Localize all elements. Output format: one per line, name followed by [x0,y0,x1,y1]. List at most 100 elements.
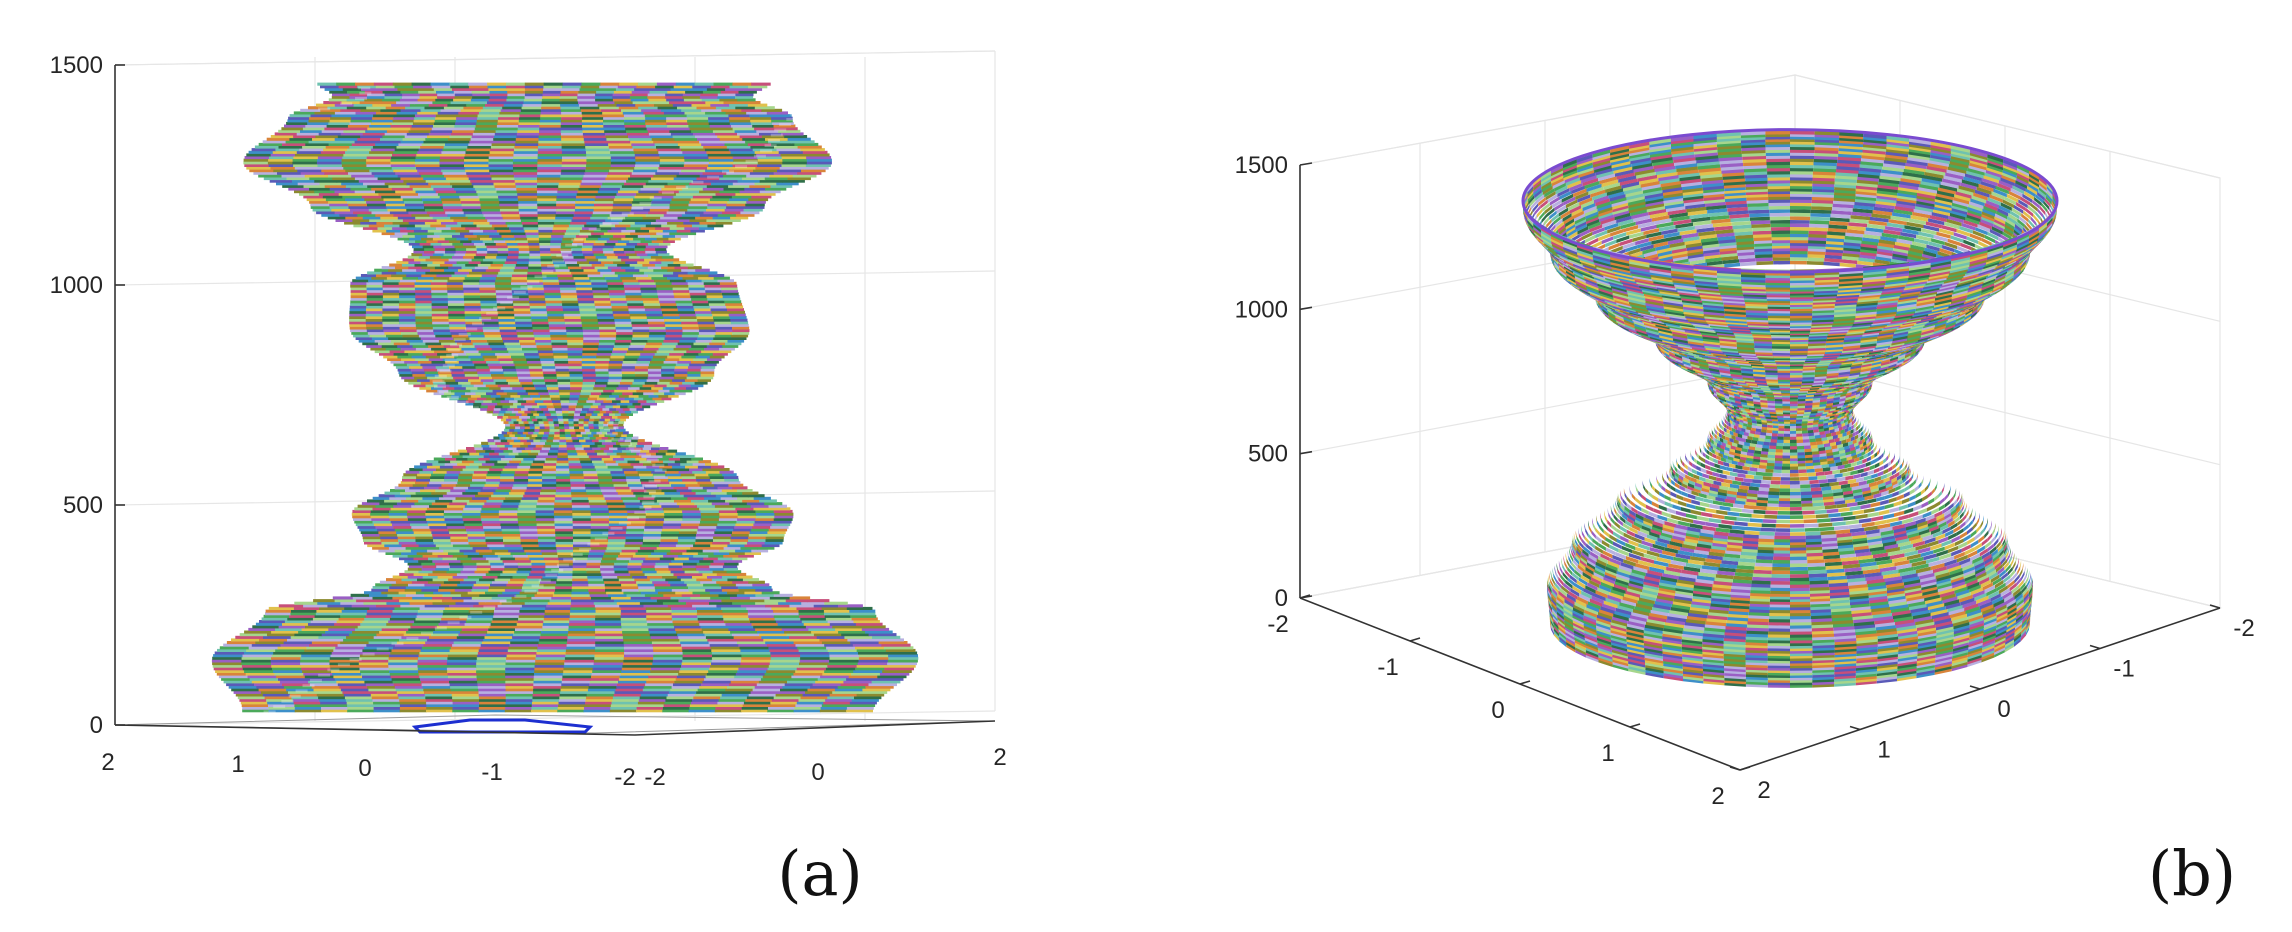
surface-patch [388,659,419,663]
surface-patch [822,672,852,676]
surface-patch [676,675,707,679]
surface-patch [537,174,561,178]
surface-patch [741,656,772,660]
surface-patch [688,365,702,369]
surface-patch [438,460,451,464]
surface-patch [498,509,518,513]
surface-patch [666,384,680,388]
surface-patch [504,544,523,548]
surface-patch [885,664,916,668]
surface-patch [425,355,441,359]
surface-patch [421,683,451,687]
surface-patch [547,389,560,393]
surface-patch [648,365,663,369]
surface-patch [500,399,510,403]
surface-patch [611,475,627,479]
surface-patch [539,423,545,427]
surface-patch [857,662,888,666]
surface-patch [524,352,540,356]
surface-patch [536,502,555,506]
surface-patch [261,617,288,621]
surface-patch [503,499,522,503]
surface-patch [793,641,823,645]
surface-patch [646,399,656,403]
surface-patch [422,554,439,558]
surface-patch [352,596,374,600]
surface-patch [545,606,571,610]
surface-patch [654,549,671,553]
surface-patch [556,483,572,487]
surface-patch [477,386,490,390]
surface-patch [392,523,411,527]
surface-patch [746,174,770,178]
surface-patch [366,295,384,299]
surface-patch [649,331,667,335]
surface-patch [562,415,569,419]
surface-patch [704,677,734,681]
surface-patch [721,586,739,590]
surface-patch [514,473,529,477]
surface-patch [594,428,601,432]
surface-patch [556,478,571,482]
surface-patch [543,620,570,624]
surface-patch [729,336,747,340]
surface-patch [604,418,611,422]
surface-patch [713,533,732,537]
surface-patch [431,386,444,390]
surface-patch [851,617,878,621]
surface-patch [452,596,473,600]
surface-patch [531,703,559,707]
surface-patch [371,517,391,521]
surface-patch [703,557,719,561]
surface-patch [413,530,432,534]
surface-patch [362,342,379,346]
surface-patch [557,187,579,191]
surface-patch [302,669,332,673]
surface-patch [505,344,522,348]
surface-patch [498,198,519,202]
surface-patch [545,381,559,385]
surface-patch [360,669,390,673]
surface-patch [480,515,500,519]
surface-patch [562,672,593,676]
surface-patch [524,580,541,584]
surface-patch [425,698,453,702]
surface-patch [359,667,390,671]
surface-patch [674,680,704,684]
surface-patch [753,496,771,500]
surface-patch [582,371,596,375]
surface-patch [487,405,496,409]
surface-patch [536,344,553,348]
surface-patch [612,698,640,702]
surface-patch [513,305,531,309]
surface-patch [656,350,672,354]
surface-patch [768,706,795,710]
surface-patch [641,562,656,566]
surface-patch [631,436,639,440]
surface-patch [570,386,583,390]
surface-patch [390,651,420,655]
surface-patch [492,412,499,416]
surface-patch [625,504,644,508]
surface-patch [422,339,440,343]
surface-patch [402,234,416,238]
surface-patch [628,444,637,448]
surface-patch [505,690,534,694]
surface-patch [300,656,331,660]
surface-patch [711,656,742,660]
surface-patch [527,392,539,396]
surface-patch [767,530,786,534]
surface-patch [433,392,445,396]
surface-patch [784,683,814,687]
surface-patch [751,622,779,626]
surface-patch [755,588,773,592]
surface-patch [608,525,628,529]
surface-patch [771,606,798,610]
surface-patch [241,703,269,707]
surface-patch [589,394,600,398]
surface-patch [685,465,699,469]
surface-patch [540,491,557,495]
surface-patch [515,627,543,631]
surface-patch [518,420,525,424]
surface-patch [517,392,529,396]
